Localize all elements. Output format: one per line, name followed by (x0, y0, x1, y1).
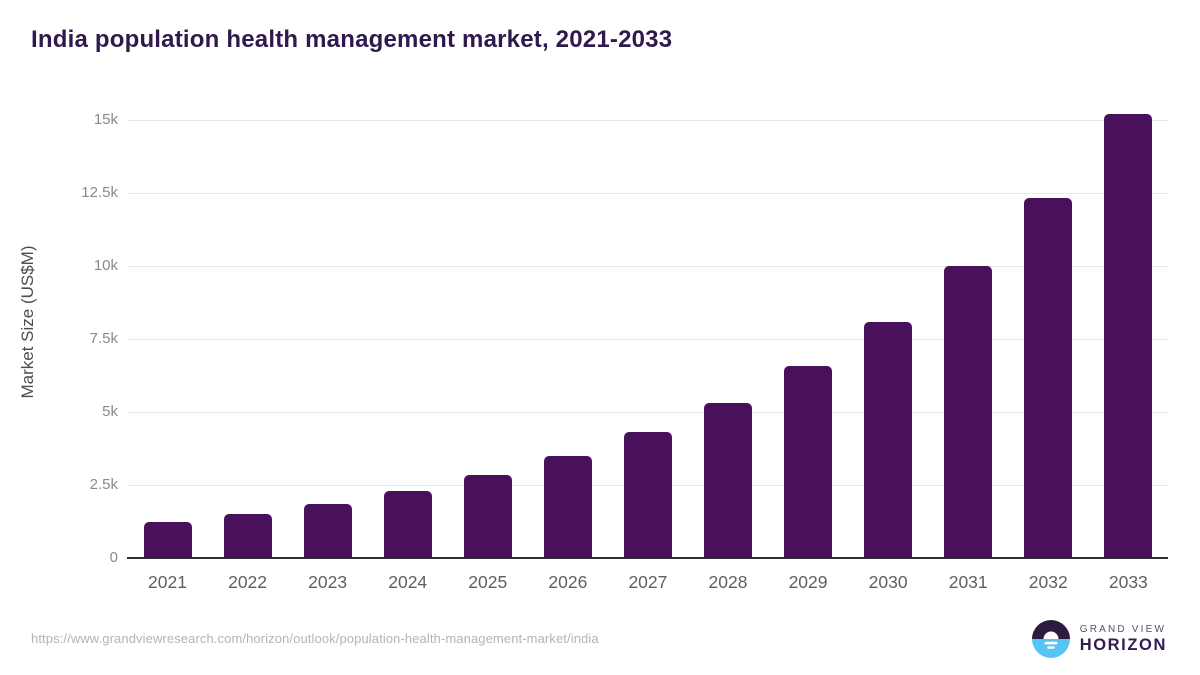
y-tick-label-5k: 5k (102, 402, 118, 420)
x-tick-label-2022: 2022 (228, 572, 268, 592)
bar-2030 (864, 321, 913, 558)
x-tick-label-2030: 2030 (868, 572, 908, 592)
x-tick-label-2023: 2023 (308, 572, 348, 592)
gridline-15k (127, 119, 1168, 121)
bar-2026 (543, 455, 592, 558)
bar-2027 (623, 432, 672, 558)
y-tick-label-7.5k: 7.5k (89, 329, 118, 347)
bar-2025 (463, 475, 512, 558)
bar-2028 (703, 402, 752, 558)
x-tick-label-2028: 2028 (708, 572, 748, 592)
y-tick-label-15k: 15k (93, 110, 118, 128)
brand-name-top: GRAND VIEW (1079, 624, 1167, 635)
horizon-logo-icon (1031, 620, 1070, 658)
x-tick-label-2027: 2027 (628, 572, 668, 592)
x-tick-label-2031: 2031 (948, 572, 988, 592)
gridline-5k (127, 411, 1168, 413)
x-tick-label-2029: 2029 (788, 572, 828, 592)
bar-2023 (303, 503, 352, 558)
gridline-12.5k (127, 192, 1168, 194)
y-tick-label-0: 0 (109, 549, 118, 566)
bar-2022 (223, 514, 272, 558)
source-url: https://www.grandviewresearch.com/horizo… (31, 631, 599, 646)
y-tick-label-2.5k: 2.5k (89, 475, 118, 493)
x-axis-line (127, 557, 1168, 559)
gridline-10k (127, 265, 1168, 267)
bar-2031 (944, 266, 993, 558)
gridline-7.5k (127, 338, 1168, 340)
brand-name: GRAND VIEW HORIZON (1080, 623, 1167, 655)
x-tick-label-2024: 2024 (388, 572, 428, 592)
bar-2024 (383, 490, 432, 558)
brand-name-bottom: HORIZON (1079, 636, 1167, 654)
brand-logo: GRAND VIEW HORIZON (1031, 619, 1167, 659)
bar-2033 (1104, 113, 1153, 558)
x-tick-label-2025: 2025 (468, 572, 508, 592)
x-tick-label-2032: 2032 (1028, 572, 1068, 592)
y-tick-label-10k: 10k (93, 256, 118, 274)
bar-2032 (1024, 198, 1073, 558)
x-tick-label-2021: 2021 (148, 572, 187, 592)
bar-2021 (143, 522, 192, 558)
chart-title: India population health management marke… (31, 26, 673, 53)
y-tick-label-12.5k: 12.5k (81, 183, 118, 201)
bar-2029 (784, 366, 833, 558)
x-tick-label-2033: 2033 (1108, 572, 1148, 592)
x-tick-label-2026: 2026 (548, 572, 588, 592)
